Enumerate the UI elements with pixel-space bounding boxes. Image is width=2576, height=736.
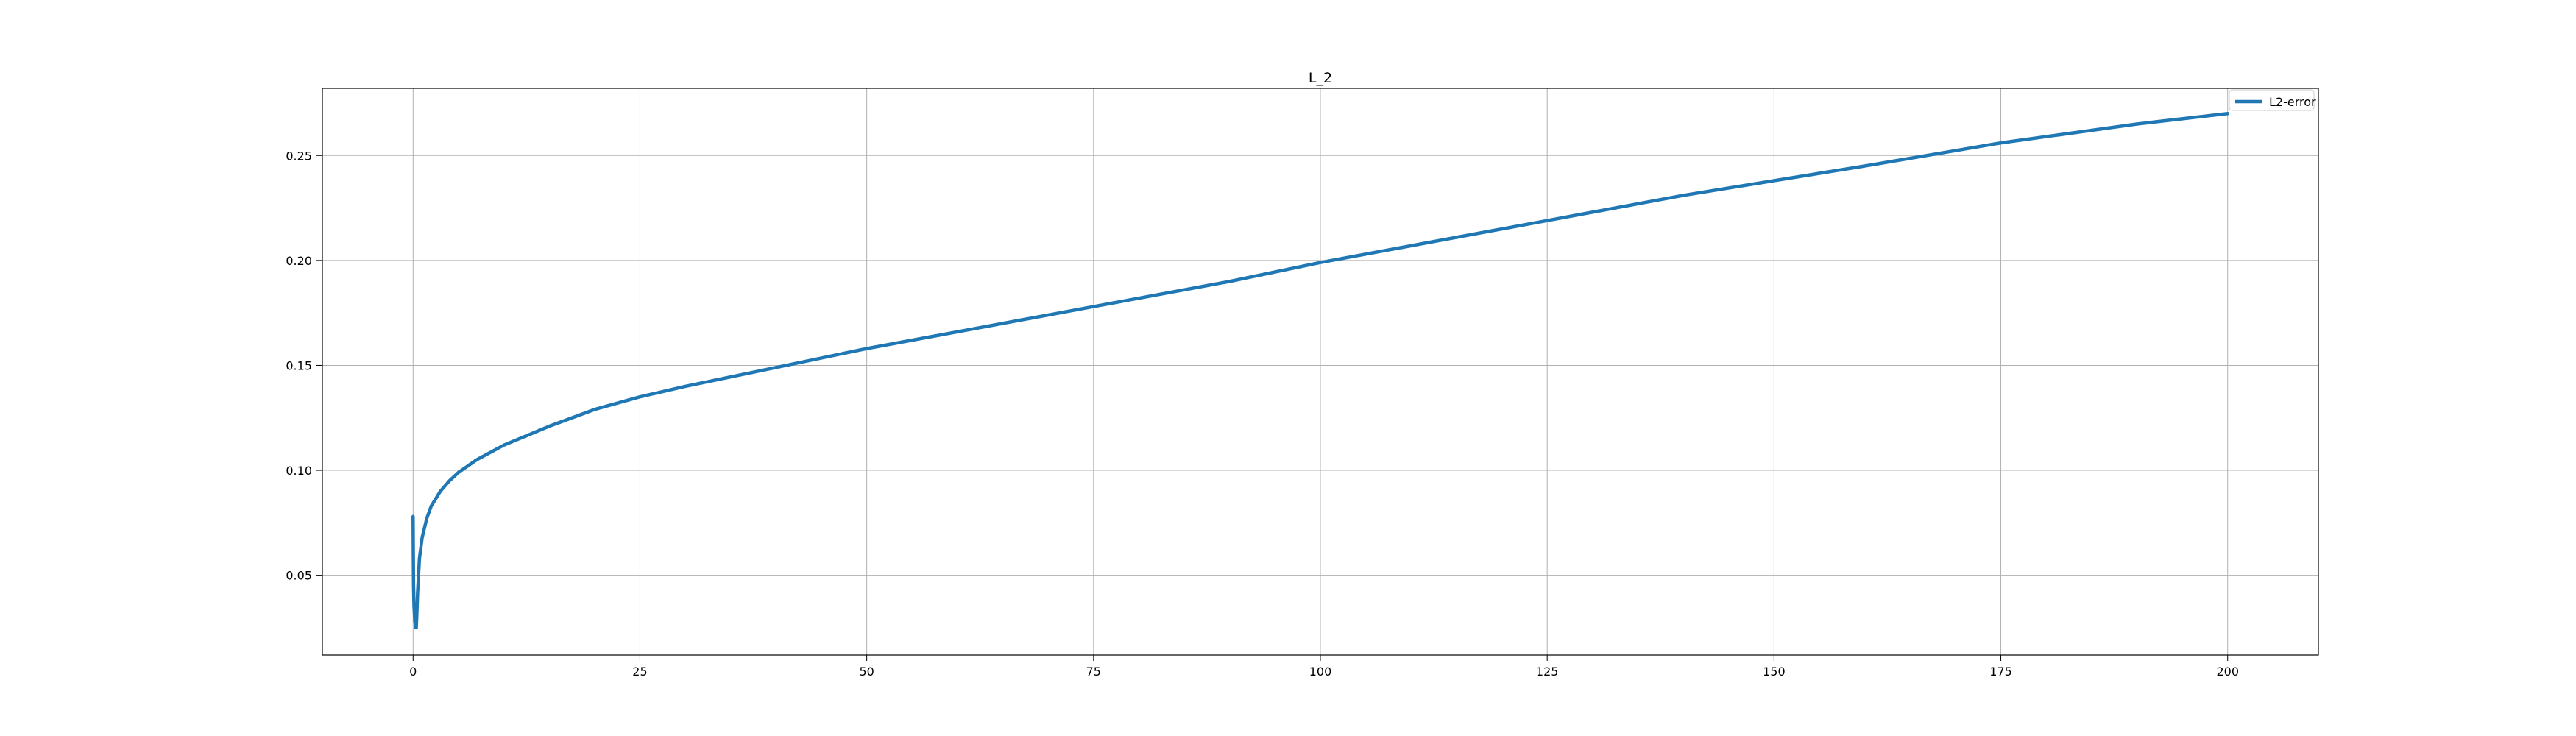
tick-layer: 0 25 50 75 100 125 150 175 200 0.05 0.10 0.15 0.20 0.… bbox=[286, 149, 2239, 679]
x-tick-label: 100 bbox=[1309, 665, 1332, 679]
legend-box bbox=[2229, 89, 2315, 111]
x-tick-label: 125 bbox=[1536, 665, 1559, 679]
y-tick-label: 0.10 bbox=[286, 464, 312, 478]
legend-label-l2-error: L2-error bbox=[2269, 95, 2316, 109]
chart-title: L_2 bbox=[1309, 70, 1332, 86]
y-tick-label: 0.05 bbox=[286, 569, 312, 583]
x-tick-label: 75 bbox=[1086, 665, 1101, 679]
x-tick-label: 150 bbox=[1763, 665, 1786, 679]
x-tick-label: 50 bbox=[859, 665, 874, 679]
y-tick-label: 0.20 bbox=[286, 254, 312, 268]
series-line-l2-error bbox=[411, 111, 2229, 630]
y-tick-label: 0.15 bbox=[286, 358, 312, 372]
grid-layer bbox=[322, 88, 2318, 655]
x-tick-label: 25 bbox=[632, 665, 647, 679]
legend: L2-error bbox=[2229, 89, 2316, 111]
series-layer bbox=[411, 111, 2229, 630]
x-tick-label: 0 bbox=[409, 665, 417, 679]
x-tick-label: 175 bbox=[1989, 665, 2012, 679]
y-tick-label: 0.25 bbox=[286, 149, 312, 163]
x-tick-label: 200 bbox=[2216, 665, 2239, 679]
